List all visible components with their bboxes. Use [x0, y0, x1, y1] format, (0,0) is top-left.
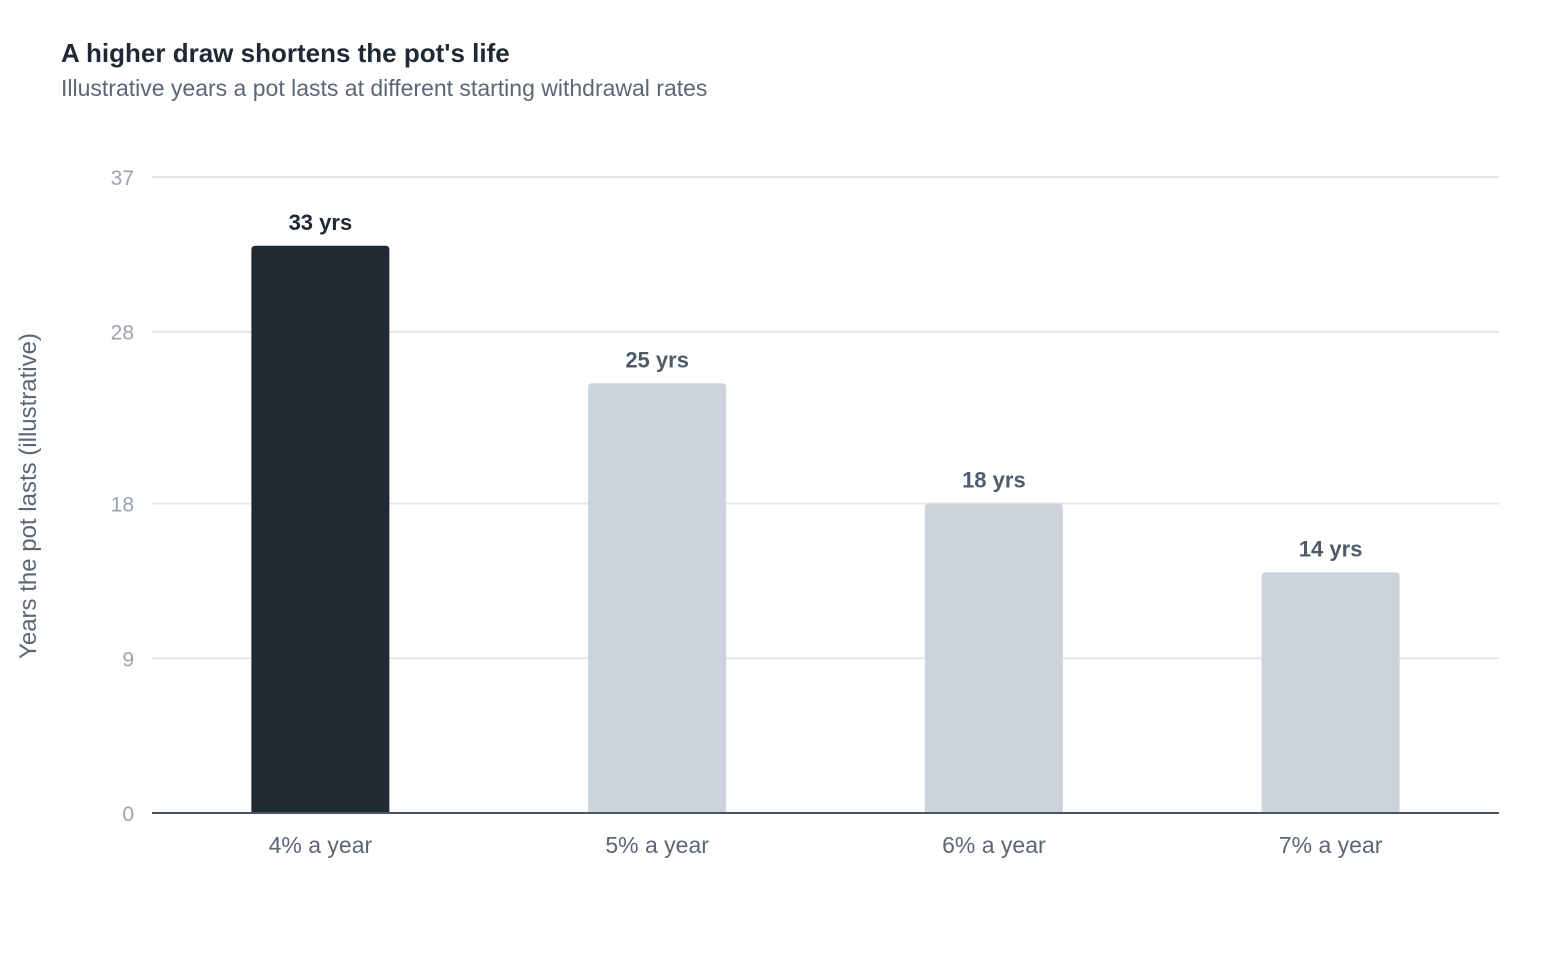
bar-value-label: 25 yrs — [625, 347, 689, 372]
x-tick-label: 4% a year — [269, 832, 373, 858]
y-tick-label: 0 — [122, 803, 134, 826]
bar-value-label: 18 yrs — [962, 468, 1026, 493]
bar-value-label: 33 yrs — [289, 210, 353, 235]
bar — [251, 245, 390, 813]
chart-subtitle: Illustrative years a pot lasts at differ… — [61, 75, 708, 101]
x-tick-label: 7% a year — [1279, 832, 1383, 858]
y-axis-title: Years the pot lasts (illustrative) — [15, 333, 42, 659]
chart-header: A higher draw shortens the pot's life Il… — [61, 36, 1461, 106]
bars: 33 yrs 25 yrs 18 yrs 14 yrs — [251, 210, 1400, 813]
bar — [1261, 572, 1400, 813]
y-tick-label: 28 — [111, 322, 134, 345]
bar — [924, 503, 1063, 813]
y-tick-label: 9 — [122, 648, 134, 671]
x-tick-label: 6% a year — [942, 832, 1046, 858]
x-tick-label: 5% a year — [605, 832, 709, 858]
axes: 0 9 18 28 37 4% a year 5% a year 6% a year 7% a … — [111, 167, 1499, 858]
y-tick-label: 37 — [111, 167, 134, 190]
y-tick-label: 18 — [111, 494, 134, 517]
bar-value-label: 14 yrs — [1299, 536, 1363, 561]
chart-title: A higher draw shortens the pot's life — [61, 38, 510, 68]
bar — [588, 383, 727, 813]
